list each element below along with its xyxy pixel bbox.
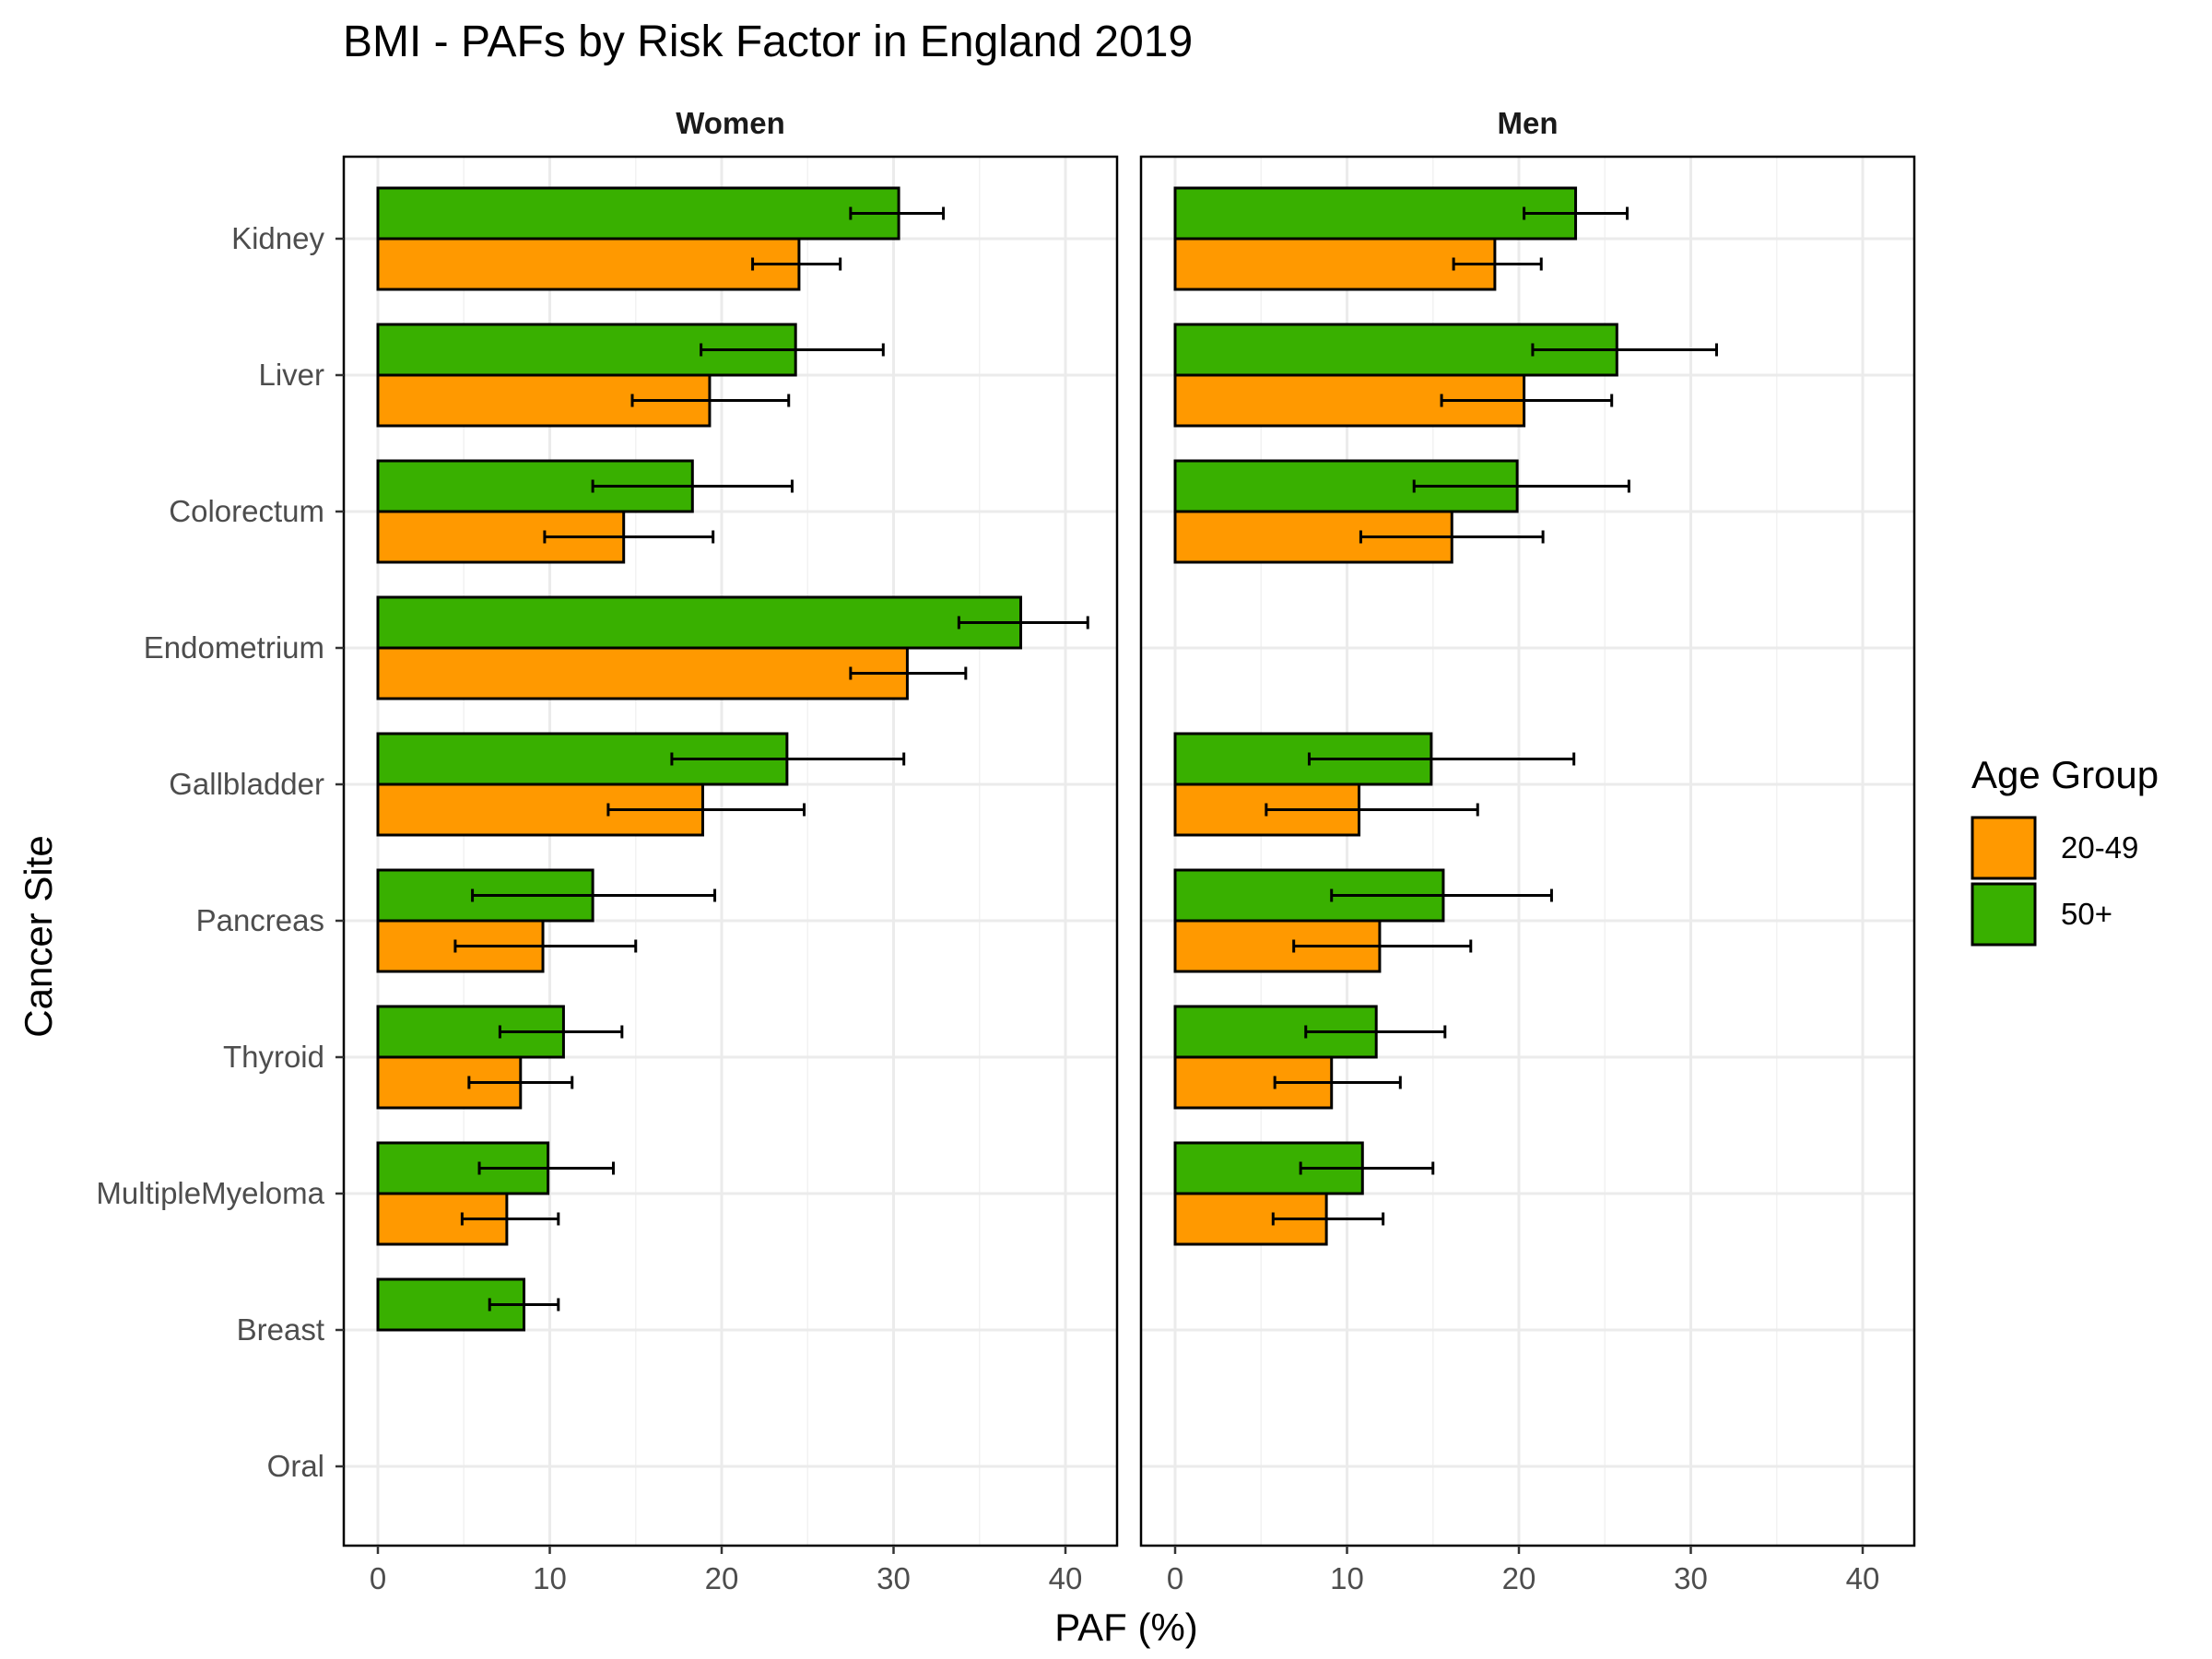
x-tick-label: 40 [1049,1561,1083,1595]
errorbar-liver-50 [700,343,885,357]
errorbar-thyroid-50 [498,1025,624,1039]
errorbar-multiplemyeloma-20-49 [460,1212,560,1226]
legend-label-50: 50+ [2061,897,2112,931]
errorbar-pancreas-50 [471,888,717,902]
errorbar-pancreas-50 [1330,888,1553,902]
bar-kidney-50 [1173,186,1578,241]
errorbar-endometrium-20-49 [849,666,968,680]
panel-label: Men [1498,106,1559,140]
errorbar-gallbladder-50 [670,752,906,766]
bar-kidney-20-49 [376,237,801,291]
errorbar-thyroid-20-49 [467,1076,574,1089]
bar-kidney-50 [376,186,900,241]
x-tick-label: 40 [1846,1561,1880,1595]
errorbar-pancreas-20-49 [1292,939,1473,953]
bar-endometrium-50 [376,595,1023,650]
chart-title: BMI - PAFs by Risk Factor in England 201… [343,18,1193,66]
y-tick-label-oral: Oral [267,1449,324,1483]
errorbar-multiplemyeloma-50 [477,1161,616,1175]
errorbar-colorectum-50 [591,479,794,493]
errorbar-breast-50 [488,1298,560,1312]
y-tick-label-colorectum: Colorectum [169,494,324,528]
errorbar-gallbladder-50 [1307,752,1576,766]
legend-key-20-49 [1971,816,2037,880]
y-tick-label-kidney: Kidney [231,221,324,255]
y-tick-label-multiplemyeloma: MultipleMyeloma [96,1176,324,1210]
y-tick-label-liver: Liver [258,358,324,392]
x-tick-label: 10 [1330,1561,1364,1595]
y-tick-label-pancreas: Pancreas [196,903,324,937]
errorbar-kidney-50 [849,206,946,220]
x-tick-label: 20 [1502,1561,1536,1595]
errorbar-pancreas-20-49 [453,939,638,953]
errorbar-liver-20-49 [630,394,791,407]
y-tick-label-breast: Breast [237,1312,324,1347]
errorbar-liver-50 [1531,343,1718,357]
legend-label-20-49: 20-49 [2061,830,2138,865]
bar-kidney-20-49 [1173,237,1497,291]
errorbar-liver-20-49 [1440,394,1614,407]
legend: Age Group 20-49 50+ [1971,753,2159,947]
y-tick-label-thyroid: Thyroid [223,1040,324,1074]
legend-title: Age Group [1971,753,2159,796]
x-axis-title: PAF (%) [1054,1606,1198,1649]
y-axis-labels: Kidney Liver Colorectum Endometrium Gallblad… [96,221,344,1483]
x-tick-label: 0 [1167,1561,1183,1595]
x-tick-label: 30 [1674,1561,1708,1595]
panel-label: Women [676,106,785,140]
errorbar-colorectum-50 [1412,479,1630,493]
errorbar-kidney-20-49 [1452,257,1543,271]
errorbar-multiplemyeloma-50 [1299,1161,1435,1175]
panel-border [342,155,1119,1547]
x-tick-label: 0 [370,1561,386,1595]
panels: Women 0 10 20 30 40 Men 0 10 20 30 40 Kidney Liver Col… [96,106,1916,1595]
y-tick-label-gallbladder: Gallbladder [169,767,324,801]
errorbar-colorectum-20-49 [543,530,715,544]
x-tick-label: 30 [877,1561,911,1595]
errorbar-gallbladder-20-49 [1265,803,1479,817]
y-axis-title: Cancer Site [17,835,60,1037]
panel-women: Women 0 10 20 30 40 [342,106,1119,1595]
errorbar-kidney-20-49 [751,257,842,271]
bar-endometrium-20-49 [376,646,909,700]
x-tick-label: 10 [533,1561,567,1595]
panel-border [1139,155,1916,1547]
errorbar-endometrium-50 [957,616,1089,629]
legend-key-50 [1971,882,2037,947]
x-tick-label: 20 [705,1561,739,1595]
errorbar-colorectum-20-49 [1359,530,1545,544]
errorbar-gallbladder-20-49 [606,803,806,817]
errorbar-thyroid-50 [1304,1025,1447,1039]
panel-men: Men 0 10 20 30 40 [1139,106,1916,1595]
errorbar-thyroid-20-49 [1273,1076,1402,1089]
errorbar-kidney-50 [1523,206,1629,220]
y-tick-label-endometrium: Endometrium [144,630,324,665]
errorbar-multiplemyeloma-20-49 [1271,1212,1385,1226]
